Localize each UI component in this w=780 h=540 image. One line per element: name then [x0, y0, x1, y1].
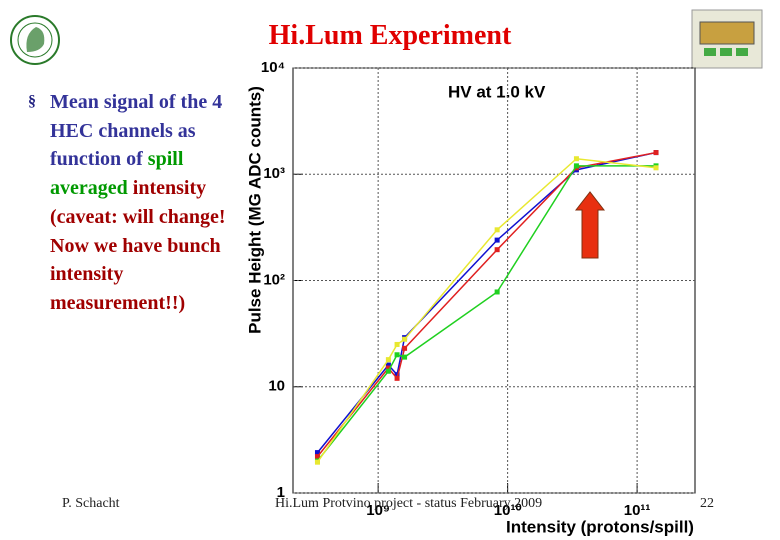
data-point	[494, 227, 500, 233]
logo-right	[691, 9, 763, 69]
data-point	[394, 352, 400, 358]
data-point	[573, 156, 579, 162]
x-tick-label: 10¹¹	[624, 502, 651, 519]
page-number: 22	[700, 496, 714, 511]
slide-title: Hi.Lum Experiment	[268, 20, 512, 51]
logo-left	[10, 15, 60, 65]
x-tick-label: 10¹⁰	[494, 502, 522, 519]
data-point	[653, 165, 659, 171]
bullet: § Mean signal of the 4 HEC channels as fu…	[28, 91, 226, 314]
data-point	[494, 247, 500, 253]
y-tick-label: 10	[268, 378, 285, 395]
data-point	[573, 163, 579, 169]
data-point	[314, 459, 320, 465]
data-point	[402, 354, 408, 360]
bullet-text: spill averaged	[50, 148, 184, 200]
y-tick-label: 10²	[263, 271, 285, 288]
data-point	[394, 341, 400, 347]
data-point	[653, 150, 659, 156]
y-tick-label: 1	[277, 484, 285, 501]
data-point	[385, 368, 391, 374]
x-axis-label: Intensity (protons/spill)	[506, 517, 694, 536]
footer-author: P. Schacht	[62, 496, 120, 511]
data-point	[314, 450, 320, 456]
data-point	[385, 365, 391, 371]
data-point	[402, 345, 408, 351]
x-tick-label: 10⁹	[366, 502, 390, 519]
data-point	[385, 362, 391, 368]
data-point	[494, 237, 500, 243]
data-point	[394, 372, 400, 378]
y-tick-label: 10³	[263, 165, 285, 182]
bullet-text: Mean signal of the 4 HEC channels as fun…	[50, 91, 223, 171]
data-point	[385, 357, 391, 363]
y-axis-label: Pulse Height (MG ADC counts)	[245, 86, 264, 334]
y-tick-label: 10⁴	[261, 59, 285, 76]
arrow	[574, 191, 606, 259]
chart-title: HV at 1.0 kV	[448, 82, 546, 101]
bullet-text: intensity (caveat: will change! Now we h…	[50, 177, 226, 314]
data-point	[402, 336, 408, 342]
data-point	[394, 375, 400, 381]
data-point	[314, 454, 320, 460]
data-point	[494, 289, 500, 295]
footer-project: Hi.Lum Protvino project - status Februar…	[275, 496, 543, 511]
